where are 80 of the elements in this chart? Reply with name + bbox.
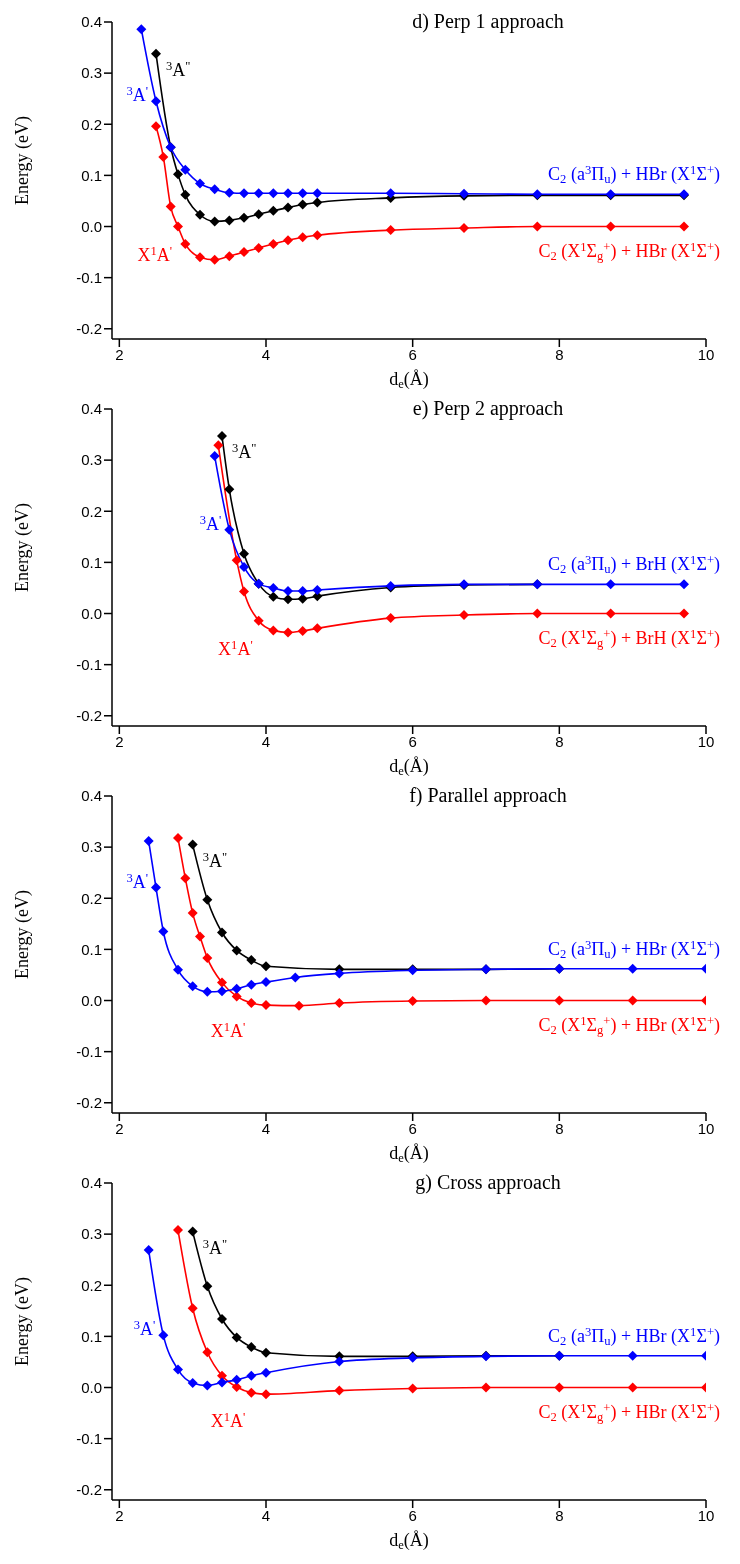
series-label: X$^{1}$A$^{'}$ [210, 1409, 246, 1431]
text: C$_{2}$ (X$^{1}$Σ$_{g}$$^{+}$) + HBr (X$^{1}$Σ$^{+}$) [538, 239, 720, 263]
x-axis-title: d$_{e}$(Å) [389, 1530, 429, 1553]
y-tick-label: 0.4 [81, 13, 102, 31]
y-tick-label: 0.1 [81, 1327, 102, 1345]
chart-title: g) Cross approach [414, 1171, 562, 1194]
series-label: X$^{1}$A$^{'}$ [218, 637, 253, 659]
y-tick-label: -0.1 [76, 1429, 102, 1447]
y-tick-label: 0.0 [81, 991, 102, 1009]
y-tick-label: 0.1 [81, 940, 102, 958]
text: C$_{2}$ (X$^{1}$Σ$_{g}$$^{+}$) + HBr (X$^{1}$Σ$^{+}$) [538, 1013, 720, 1037]
series-label: X$^{1}$A$^{'}$ [210, 1020, 246, 1042]
x-tick-label: 8 [555, 1506, 564, 1524]
y-tick-label: -0.2 [76, 707, 102, 725]
text: C$_{2}$ (a$^{3}$Π$_{u}$) + HBr (X$^{1}$Σ$^{+}$) [548, 1324, 720, 1349]
x-tick-label: 6 [408, 1506, 417, 1524]
chart-title: f) Parallel approach [408, 784, 568, 807]
x-axis-title: d$_{e}$(Å) [389, 369, 429, 392]
y-tick-label: 0.2 [81, 502, 102, 520]
x-tick-label: 2 [115, 732, 124, 750]
y-tick-label: 0.0 [81, 604, 102, 622]
text: C$_{2}$ (X$^{1}$Σ$_{g}$$^{+}$) + BrH (X$^{1}$Σ$^{+}$) [538, 626, 720, 650]
text: C$_{2}$ (a$^{3}$Π$_{u}$) + BrH (X$^{1}$Σ$^{+}$) [548, 553, 720, 577]
text: C$_{2}$ (a$^{3}$Π$_{u}$) + HBr (X$^{1}$Σ$^{+}$) [548, 163, 720, 187]
y-tick-label: -0.1 [76, 1042, 102, 1060]
y-tick-label: 0.0 [81, 1378, 102, 1396]
x-tick-label: 4 [261, 1506, 271, 1524]
y-tick-label: -0.2 [76, 1481, 102, 1499]
y-tick-label: 0.3 [81, 1225, 102, 1243]
y-tick-label: 0.1 [81, 166, 102, 184]
x-tick-label: 2 [115, 1119, 124, 1137]
series-label: $^{3}$A$^{'}$ [133, 1318, 156, 1340]
x-tick-label: 4 [261, 1119, 271, 1137]
x-tick-label: 4 [261, 345, 271, 363]
chart-title: e) Perp 2 approach [411, 397, 565, 420]
series-label: $^{3}$A$^{'}$ [126, 870, 148, 892]
x-tick-label: 2 [115, 345, 124, 363]
text: C$_{2}$ (X$^{1}$Σ$_{g}$$^{+}$) + HBr (X$^{1}$Σ$^{+}$) [538, 1400, 720, 1424]
y-tick-label: 0.3 [81, 838, 102, 856]
y-tick-label: 0.0 [81, 217, 102, 235]
y-axis-title: Energy (eV) [12, 115, 33, 206]
y-tick-label: 0.4 [81, 400, 102, 418]
series-label: $^{3}$A$^{"}$ [202, 849, 228, 871]
x-tick-label: 8 [555, 732, 564, 750]
x-tick-label: 10 [697, 1119, 715, 1137]
y-tick-label: 0.2 [81, 1276, 102, 1294]
x-tick-label: 6 [408, 1119, 417, 1137]
y-tick-label: 0.4 [81, 787, 102, 805]
y-axis-title: Energy (eV) [12, 502, 33, 593]
series-label: $^{3}$A$^{"}$ [232, 441, 257, 463]
x-tick-label: 10 [697, 345, 715, 363]
y-tick-label: 0.3 [81, 451, 102, 469]
x-tick-label: 6 [408, 732, 417, 750]
y-axis-title: Energy (eV) [12, 889, 33, 980]
series-label: $^{3}$A$^{"}$ [202, 1236, 228, 1258]
y-tick-label: -0.1 [76, 655, 102, 673]
x-tick-label: 10 [697, 732, 715, 750]
x-tick-label: 4 [261, 732, 271, 750]
series-label: $^{3}$A$^{'}$ [126, 84, 148, 106]
y-tick-label: 0.3 [81, 64, 102, 82]
chart-title: d) Perp 1 approach [411, 10, 565, 33]
x-axis-title: d$_{e}$(Å) [389, 1143, 429, 1166]
series-label: $^{3}$A$^{'}$ [199, 512, 222, 534]
y-tick-label: -0.2 [76, 320, 102, 338]
y-tick-label: -0.1 [76, 268, 102, 286]
y-tick-label: 0.2 [81, 115, 102, 133]
x-tick-label: 8 [555, 1119, 564, 1137]
series-label: X$^{1}$A$^{'}$ [137, 243, 172, 265]
y-tick-label: 0.2 [81, 889, 102, 907]
y-axis-title: Energy (eV) [12, 1276, 33, 1367]
x-tick-label: 6 [408, 345, 417, 363]
series-label: $^{3}$A$^{"}$ [166, 58, 191, 80]
y-tick-label: 0.4 [81, 1174, 102, 1192]
y-tick-label: 0.1 [81, 553, 102, 571]
y-tick-label: -0.2 [76, 1094, 102, 1112]
x-tick-label: 2 [115, 1506, 124, 1524]
x-tick-label: 10 [697, 1506, 715, 1524]
x-axis-title: d$_{e}$(Å) [389, 756, 429, 779]
x-tick-label: 8 [555, 345, 564, 363]
text: C$_{2}$ (a$^{3}$Π$_{u}$) + HBr (X$^{1}$Σ$^{+}$) [548, 937, 720, 962]
